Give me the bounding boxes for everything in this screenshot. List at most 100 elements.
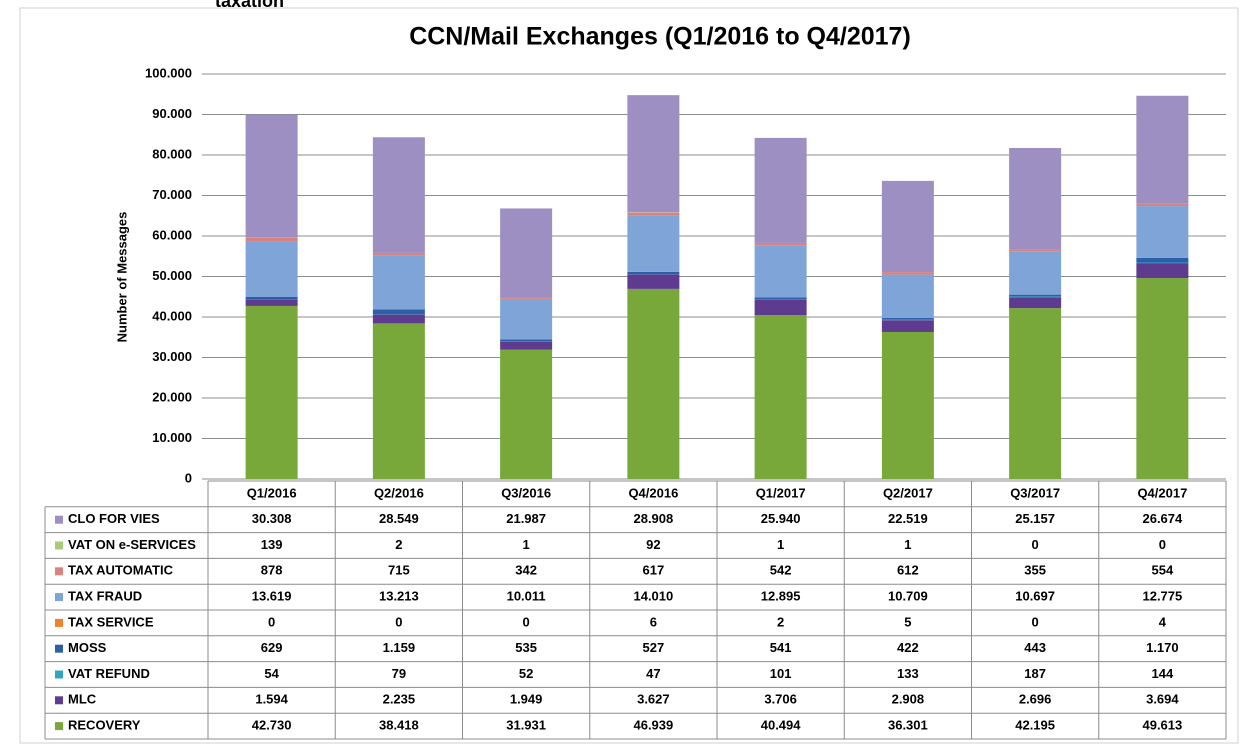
bar-segment [1136, 206, 1189, 258]
table-value: 38.418 [379, 718, 419, 733]
bar-segment [754, 297, 807, 300]
table-value: 0 [1032, 614, 1039, 629]
y-tick-label: 60.000 [152, 227, 192, 242]
bar-segment [1136, 95, 1189, 204]
bar-segment [1009, 296, 1062, 298]
bar-segment [1009, 297, 1062, 309]
legend-swatch [55, 541, 63, 550]
bar-segment [1009, 251, 1062, 295]
bar-segment [881, 319, 934, 321]
y-tick-label: 10.000 [152, 430, 192, 445]
y-tick-label: 70.000 [152, 187, 192, 202]
bar-segment [881, 272, 934, 275]
bar-segment [500, 297, 553, 299]
table-value: 40.494 [761, 718, 802, 733]
legend-swatch [55, 618, 63, 627]
table-value: 0 [1032, 537, 1039, 552]
chart-title: CCN/Mail Exchanges (Q1/2016 to Q4/2017) [409, 23, 911, 51]
table-value: 541 [770, 640, 792, 655]
table-value: 715 [388, 563, 410, 578]
table-value: 139 [261, 537, 283, 552]
table-value: 0 [268, 614, 275, 629]
y-tick-label: 100.000 [145, 65, 192, 80]
table-value: 10.709 [888, 589, 928, 604]
bar-segment [1136, 263, 1189, 279]
bar-segment [627, 212, 680, 216]
bar-segment [245, 238, 298, 242]
bar-segment [754, 137, 807, 243]
legend-swatch [55, 722, 63, 731]
table-value: 1.949 [510, 692, 543, 707]
table-value: 1 [904, 537, 911, 552]
table-value: 342 [515, 563, 537, 578]
table-value: 187 [1024, 666, 1046, 681]
table-value: 0 [523, 614, 530, 629]
bar-segment [500, 341, 553, 350]
table-value: 3.694 [1146, 692, 1179, 707]
x-tick-label: Q1/2016 [247, 485, 297, 500]
table-value: 25.157 [1015, 511, 1055, 526]
legend-swatch [55, 515, 63, 524]
table-value: 42.730 [252, 718, 292, 733]
chart-border [19, 7, 1239, 744]
bar-segment [372, 255, 425, 310]
table-value: 2.696 [1019, 692, 1052, 707]
table-value: 0 [395, 614, 402, 629]
table-value: 527 [643, 640, 665, 655]
table-value: 52 [519, 666, 533, 681]
table-value: 2 [777, 614, 784, 629]
legend-swatch [55, 644, 63, 653]
table-value: 12.895 [761, 589, 801, 604]
bar-segment [1136, 257, 1189, 263]
bar-segment [1136, 203, 1189, 207]
bar-segment [245, 305, 298, 479]
y-tick-label: 50.000 [152, 268, 192, 283]
table-value: 2.908 [892, 692, 925, 707]
table-value: 28.908 [633, 511, 673, 526]
table-value: 22.519 [888, 511, 928, 526]
table-value: 10.011 [507, 589, 546, 604]
bar-segment [881, 180, 934, 273]
table-value: 47 [646, 666, 660, 681]
bar-segment [627, 288, 680, 479]
bar-segment [754, 314, 807, 479]
table-value: 13.619 [252, 589, 292, 604]
table-value: 0 [1159, 537, 1166, 552]
bar-segment [245, 241, 298, 297]
table-value: 2.235 [383, 692, 416, 707]
table-value: 30.308 [252, 511, 292, 526]
table-value: 3.706 [764, 692, 797, 707]
bar-segment [245, 237, 298, 239]
table-value: 612 [897, 563, 919, 578]
y-tick-label: 20.000 [152, 389, 192, 404]
bar-segment [627, 274, 680, 289]
table-value: 5 [904, 614, 911, 629]
bar-segment [754, 242, 807, 246]
bar-segment [372, 314, 425, 324]
table-value: 617 [643, 563, 665, 578]
y-tick-label: 80.000 [152, 146, 192, 161]
bar-segment [1009, 249, 1062, 252]
x-tick-label: Q4/2017 [1137, 485, 1187, 500]
table-value: 21.987 [506, 511, 546, 526]
bar-segment [754, 245, 807, 298]
legend-swatch [55, 593, 63, 602]
table-value: 422 [897, 640, 919, 655]
bar-segment [245, 114, 298, 238]
table-value: 133 [897, 666, 919, 681]
legend-label: CLO FOR VIES [68, 511, 160, 526]
legend-label: VAT ON e-SERVICES [68, 537, 196, 552]
bar-segment [500, 339, 553, 342]
table-value: 1.159 [383, 640, 416, 655]
table-value: 36.301 [888, 718, 928, 733]
bar-segment [500, 349, 553, 479]
table-value: 535 [515, 640, 537, 655]
bar-segment [627, 215, 680, 272]
table-value: 12.775 [1142, 589, 1182, 604]
bar-segment [372, 252, 425, 256]
x-tick-label: Q3/2016 [501, 485, 551, 500]
table-value: 1 [777, 537, 784, 552]
bar-segment [1136, 278, 1189, 479]
y-tick-label: 90.000 [152, 106, 192, 121]
